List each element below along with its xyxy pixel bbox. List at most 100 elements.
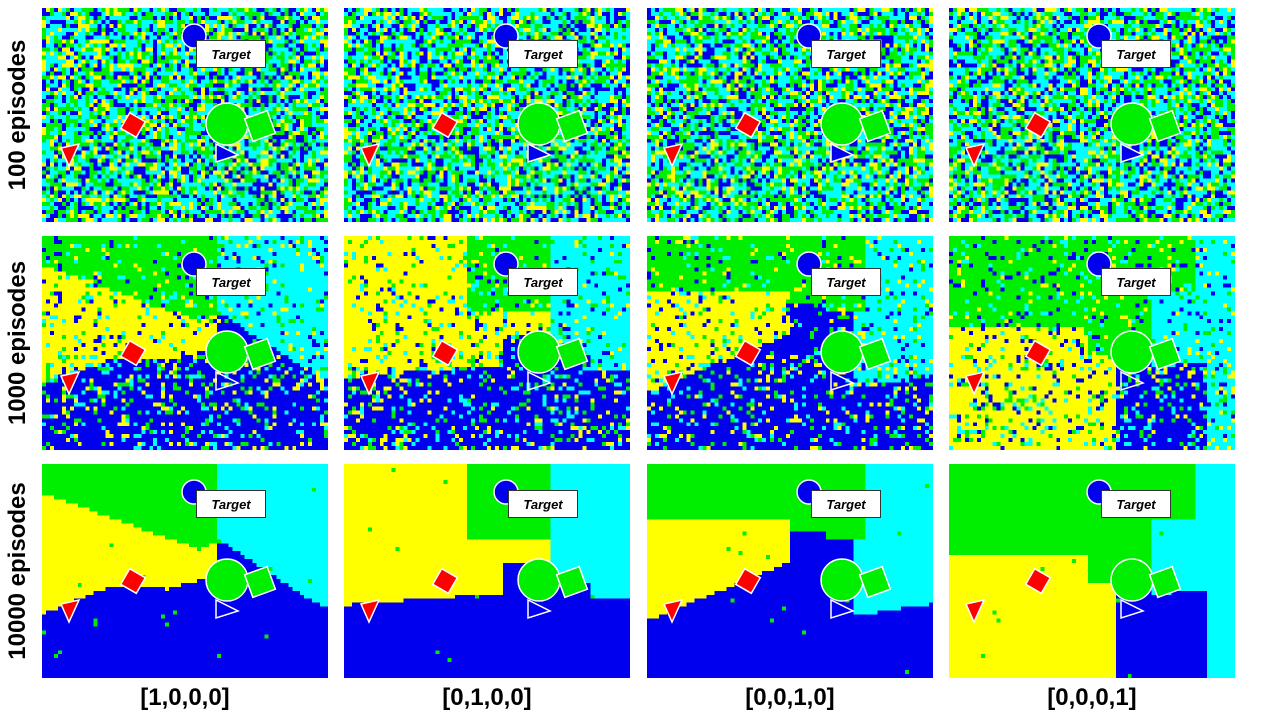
green-square-icon — [555, 337, 589, 371]
red-triangle-icon — [662, 598, 684, 624]
target-label: Target — [811, 490, 881, 518]
red-triangle-icon — [662, 370, 684, 396]
policy-heatmap — [344, 464, 630, 678]
red-diamond-icon — [431, 567, 459, 595]
red-diamond-icon — [1024, 567, 1052, 595]
target-label: Target — [811, 40, 881, 68]
red-diamond-icon — [119, 567, 147, 595]
red-diamond-icon — [734, 339, 762, 367]
shapes-overlay — [59, 23, 277, 168]
blue-triangle-icon — [527, 142, 552, 164]
policy-map-panel: Target — [344, 464, 630, 678]
policy-map-panel: Target — [949, 464, 1235, 678]
shapes-overlay — [662, 23, 892, 168]
red-diamond-icon — [119, 111, 147, 139]
green-square-icon — [243, 109, 277, 143]
row-label-text: 1000 episodes — [4, 260, 31, 426]
green-circle-icon — [205, 558, 249, 602]
red-triangle-icon — [359, 598, 381, 624]
green-circle-icon — [517, 102, 561, 146]
target-label: Target — [1101, 40, 1171, 68]
target-label: Target — [811, 268, 881, 296]
green-square-icon — [1148, 109, 1182, 143]
target-label: Target — [196, 268, 266, 296]
green-circle-icon — [820, 330, 864, 374]
green-circle-icon — [1110, 558, 1154, 602]
blue-triangle-icon — [215, 370, 240, 392]
policy-map-panel: Target — [344, 8, 630, 222]
shapes-overlay — [359, 479, 589, 624]
shapes-overlay — [359, 23, 589, 168]
target-label: Target — [1101, 490, 1171, 518]
red-triangle-icon — [359, 142, 381, 168]
blue-triangle-icon — [1120, 598, 1145, 620]
blue-triangle-icon — [1120, 142, 1145, 164]
green-circle-icon — [1110, 330, 1154, 374]
policy-heatmap — [344, 8, 630, 222]
red-triangle-icon — [964, 370, 986, 396]
green-square-icon — [243, 337, 277, 371]
shapes-overlay — [964, 23, 1182, 168]
green-square-icon — [1148, 337, 1182, 371]
policy-map-panel: Target — [949, 8, 1235, 222]
green-square-icon — [1148, 565, 1182, 599]
red-triangle-icon — [964, 142, 986, 168]
red-triangle-icon — [964, 598, 986, 624]
row-label-0: 100 episodes — [0, 8, 36, 222]
green-square-icon — [858, 565, 892, 599]
column-label-3: [0,0,0,1] — [1047, 684, 1137, 711]
green-square-icon — [858, 337, 892, 371]
policy-map-panel: Target — [42, 8, 328, 222]
green-square-icon — [555, 565, 589, 599]
policy-map-panel: Target — [42, 464, 328, 678]
red-diamond-icon — [1024, 111, 1052, 139]
target-label: Target — [508, 40, 578, 68]
row-label-text: 10000 episodes — [4, 482, 31, 660]
shapes-overlay — [59, 251, 277, 396]
green-square-icon — [858, 109, 892, 143]
target-label: Target — [196, 40, 266, 68]
red-diamond-icon — [119, 339, 147, 367]
green-circle-icon — [205, 102, 249, 146]
target-label: Target — [196, 490, 266, 518]
shapes-overlay — [662, 251, 892, 396]
blue-triangle-icon — [527, 370, 552, 392]
shapes-overlay — [359, 251, 589, 396]
red-triangle-icon — [59, 598, 81, 624]
blue-triangle-icon — [830, 142, 855, 164]
blue-triangle-icon — [215, 142, 240, 164]
red-diamond-icon — [431, 111, 459, 139]
policy-map-panel: Target — [42, 236, 328, 450]
blue-triangle-icon — [215, 598, 240, 620]
red-diamond-icon — [431, 339, 459, 367]
red-triangle-icon — [359, 370, 381, 396]
policy-heatmap — [647, 8, 933, 222]
column-label-2: [0,0,1,0] — [745, 684, 835, 711]
row-label-2: 10000 episodes — [0, 464, 36, 678]
policy-map-panel: Target — [647, 464, 933, 678]
red-diamond-icon — [734, 111, 762, 139]
blue-triangle-icon — [1120, 370, 1145, 392]
green-circle-icon — [1110, 102, 1154, 146]
target-label: Target — [508, 490, 578, 518]
policy-map-panel: Target — [647, 8, 933, 222]
blue-triangle-icon — [830, 370, 855, 392]
red-triangle-icon — [59, 142, 81, 168]
green-circle-icon — [517, 330, 561, 374]
green-square-icon — [555, 109, 589, 143]
blue-triangle-icon — [527, 598, 552, 620]
policy-map-panel: Target — [949, 236, 1235, 450]
row-label-text: 100 episodes — [4, 39, 31, 191]
row-label-1: 1000 episodes — [0, 236, 36, 450]
blue-triangle-icon — [830, 598, 855, 620]
green-circle-icon — [517, 558, 561, 602]
policy-map-panel: Target — [647, 236, 933, 450]
policy-heatmap — [647, 464, 933, 678]
shapes-overlay — [964, 251, 1182, 396]
target-label: Target — [1101, 268, 1171, 296]
red-triangle-icon — [662, 142, 684, 168]
policy-heatmap — [647, 236, 933, 450]
column-label-1: [0,1,0,0] — [442, 684, 532, 711]
red-diamond-icon — [734, 567, 762, 595]
green-circle-icon — [820, 558, 864, 602]
